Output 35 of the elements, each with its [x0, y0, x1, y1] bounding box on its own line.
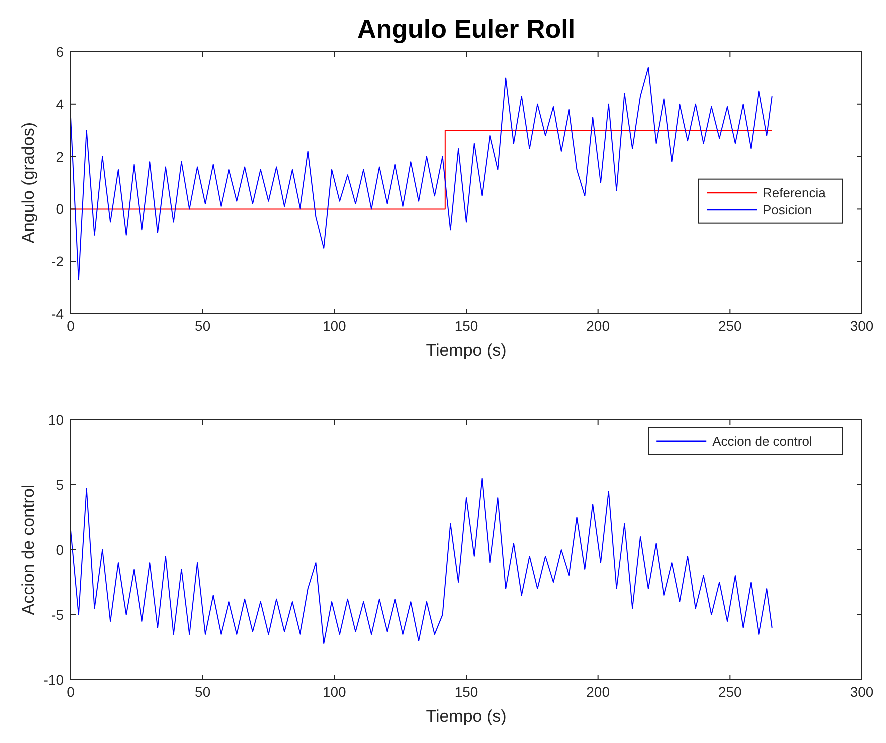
y-tick-label: -2 — [52, 254, 64, 270]
x-axis-title: Tiempo (s) — [426, 341, 507, 360]
y-tick-label: 4 — [56, 96, 64, 112]
x-axis-title: Tiempo (s) — [426, 707, 507, 726]
y-tick-label: -10 — [44, 672, 64, 688]
y-tick-label: -4 — [52, 306, 64, 322]
x-tick-label: 150 — [454, 318, 478, 334]
y-tick-label: 0 — [56, 542, 64, 558]
x-tick-label: 0 — [67, 684, 76, 700]
legend-box: Accion de control — [648, 428, 844, 456]
y-tick-label: 5 — [56, 477, 64, 493]
x-tick-label: 200 — [586, 318, 610, 334]
y-tick-label: -5 — [52, 607, 64, 623]
x-tick-label: 100 — [322, 684, 347, 700]
chart-title: Angulo Euler Roll — [357, 14, 576, 44]
y-axis-title: Angulo (grados) — [19, 122, 38, 244]
x-tick-label: 250 — [718, 318, 742, 334]
y-tick-label: 6 — [56, 44, 64, 60]
x-tick-label: 200 — [586, 684, 610, 700]
legend-label: Accion de control — [712, 434, 812, 449]
x-tick-label: 250 — [718, 684, 742, 700]
y-tick-label: 2 — [56, 148, 64, 165]
x-tick-label: 150 — [454, 684, 478, 700]
x-tick-label: 50 — [195, 318, 211, 334]
x-tick-label: 100 — [322, 318, 347, 334]
x-tick-label: 50 — [195, 684, 211, 700]
y-tick-label: 0 — [56, 201, 64, 218]
x-tick-label: 0 — [67, 318, 76, 334]
legend-label: Referencia — [763, 185, 827, 200]
x-tick-label: 300 — [850, 684, 874, 700]
line-series — [70, 478, 773, 644]
y-axis-title: Accion de control — [19, 484, 38, 616]
legend-label: Posicion — [763, 202, 812, 218]
y-tick-label: 10 — [48, 412, 64, 428]
x-tick-label: 300 — [850, 318, 874, 334]
